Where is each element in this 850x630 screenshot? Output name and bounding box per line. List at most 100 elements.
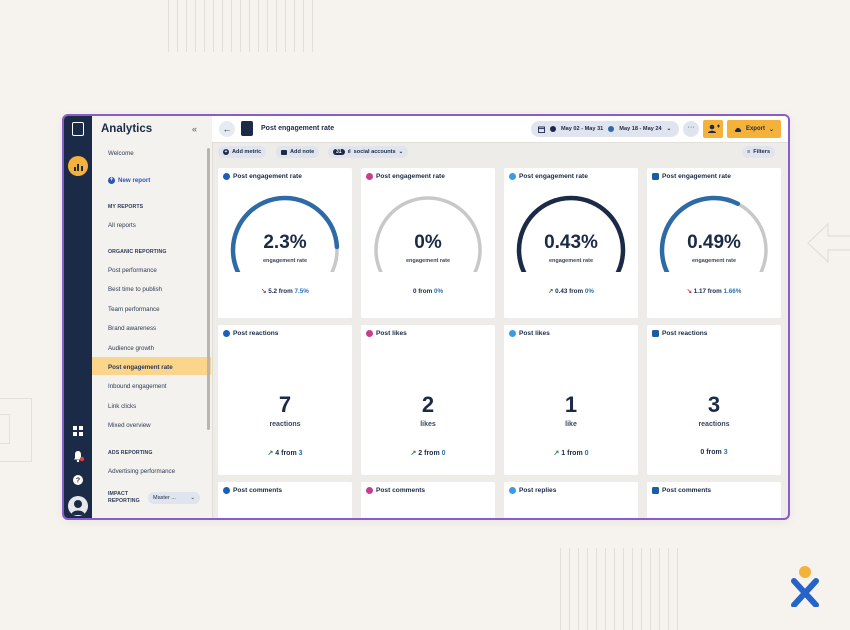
sidebar-item-brand-awareness[interactable]: Brand awareness <box>108 325 157 333</box>
new-report-label: New report <box>118 177 151 184</box>
trend-up-icon: ↗ <box>553 450 560 457</box>
app-logo-icon[interactable] <box>72 122 84 136</box>
comparison-delta: ↘ 1.17 from 1.66% <box>647 288 781 295</box>
metric-count-card[interactable]: Post reactions 7 reactions ↗ 4 from 3 <box>218 325 352 475</box>
comments-card[interactable]: Post comments <box>647 482 781 518</box>
delta-reference: 1.66% <box>723 288 742 295</box>
delta-from: from <box>707 288 722 295</box>
card-title: Post engagement rate <box>652 173 731 180</box>
metric-count-card[interactable]: Post likes 2 likes ↗ 2 from 0 <box>361 325 495 475</box>
add-note-label: Add note <box>290 149 315 155</box>
sidebar-item-audience-growth[interactable]: Audience growth <box>108 344 155 352</box>
comments-card[interactable]: Post comments <box>218 482 352 518</box>
report-grid: Post engagement rate 2.3% engagement rate ↘… <box>218 168 784 518</box>
card-title-text: Post replies <box>519 487 557 494</box>
chevron-down-icon: ⌄ <box>666 126 672 132</box>
engagement-rate-card[interactable]: Post engagement rate 0.49% engagement rate… <box>647 168 781 318</box>
trend-up-icon: ↗ <box>267 450 274 457</box>
share-button[interactable] <box>703 120 723 138</box>
section-heading-my-reports: MY REPORTS <box>108 204 144 210</box>
help-icon[interactable]: ? <box>71 473 85 487</box>
date-range-picker[interactable]: May 02 - May 31 May 18 - May 24 ⌄ <box>531 121 679 137</box>
delta-reference: 0 <box>441 450 446 457</box>
sidebar: Analytics « Welcome + New report MY REPO… <box>92 116 213 518</box>
linkedin-icon <box>652 487 659 494</box>
sidebar-scrollbar[interactable] <box>207 148 210 430</box>
card-title-text: Post engagement rate <box>662 173 731 180</box>
sidebar-item-post-performance[interactable]: Post performance <box>108 267 157 274</box>
sidebar-item-best-time-to-publish[interactable]: Best time to publish <box>108 286 162 294</box>
facebook-icon <box>223 173 230 180</box>
card-title: Post comments <box>366 487 425 494</box>
comments-card[interactable]: Post comments <box>361 482 495 518</box>
metric-count-card[interactable]: Post reactions 3 reactions 0 from 3 <box>647 325 781 475</box>
linkedin-icon <box>652 173 659 180</box>
engagement-gauge <box>659 195 769 272</box>
delta-from: from <box>424 450 440 457</box>
gauge-fill <box>659 195 769 272</box>
filters-button[interactable]: ≡ Filters <box>742 146 776 158</box>
background-outline-shape <box>0 414 10 444</box>
collapse-sidebar-button[interactable]: « <box>192 124 198 134</box>
user-avatar[interactable] <box>68 496 88 516</box>
svg-text:?: ? <box>76 478 80 485</box>
add-metric-label: Add metric <box>232 149 262 155</box>
card-title-text: Post engagement rate <box>519 173 588 180</box>
primary-date-range: May 02 - May 31 <box>561 126 604 132</box>
new-report-button[interactable]: + New report <box>108 177 150 184</box>
sidebar-item-welcome[interactable]: Welcome <box>108 150 134 157</box>
metric-label: reactions <box>269 421 301 428</box>
engagement-rate-card[interactable]: Post engagement rate 0.43% engagement rate… <box>504 168 638 318</box>
engagement-rate-label: engagement rate <box>548 258 593 264</box>
metric-label: likes <box>420 421 436 428</box>
comparison-delta: ↗ 1 from 0 <box>504 449 638 457</box>
report-toolbar: + Add metric Add note 31 ıl social accou… <box>212 142 788 162</box>
sidebar-item-inbound-engagement[interactable]: Inbound engagement <box>108 383 167 391</box>
engagement-rate-value: 2.3% <box>263 232 307 253</box>
nav-rail: ? <box>64 116 92 518</box>
comparison-delta: ↗ 0.43 from 0% <box>504 288 638 295</box>
metric-label: reactions <box>698 421 730 428</box>
card-title-text: Post comments <box>376 487 426 494</box>
apps-grid-icon[interactable] <box>71 424 85 438</box>
card-title-text: Post likes <box>376 330 407 337</box>
sidebar-item-team-performance[interactable]: Team performance <box>108 305 160 313</box>
sidebar-item-link-clicks[interactable]: Link clicks <box>108 402 137 410</box>
sidebar-item-all-reports[interactable]: All reports <box>108 222 136 229</box>
card-title-text: Post reactions <box>233 330 279 337</box>
engagement-gauge <box>516 195 626 272</box>
comments-card[interactable]: Post replies <box>504 482 638 518</box>
back-button[interactable]: ← <box>219 121 235 137</box>
card-title-text: Post likes <box>519 330 550 337</box>
metric-count-card[interactable]: Post likes 1 like ↗ 1 from 0 <box>504 325 638 475</box>
filter-icon: ≡ <box>747 149 751 155</box>
facebook-icon <box>223 487 230 494</box>
metric-value: 2 <box>421 392 435 417</box>
comparison-delta: ↘ 5.2 from 7.5% <box>218 288 352 295</box>
notification-bell-icon[interactable] <box>71 449 85 463</box>
note-icon <box>281 149 287 155</box>
analytics-icon[interactable] <box>68 156 88 176</box>
impact-report-select[interactable]: Master ... ⌄ <box>148 492 200 504</box>
engagement-rate-value: 0.43% <box>544 232 598 253</box>
card-title: Post engagement rate <box>223 173 302 180</box>
background-arrow-icon <box>807 222 850 264</box>
export-button[interactable]: Export ⌄ <box>727 120 781 138</box>
more-options-button[interactable]: ··· <box>683 121 699 137</box>
delta-value: 1.17 <box>693 288 706 295</box>
primary-range-dot <box>550 126 556 132</box>
add-note-button[interactable]: Add note <box>276 146 320 158</box>
add-metric-button[interactable]: + Add metric <box>218 146 267 158</box>
engagement-rate-card[interactable]: Post engagement rate 2.3% engagement rate ↘… <box>218 168 352 318</box>
social-accounts-select[interactable]: 31 ıl social accounts ⌄ <box>328 146 409 158</box>
linkedin-icon <box>652 330 659 337</box>
sidebar-item-post-engagement-rate[interactable]: Post engagement rate <box>108 364 173 371</box>
sidebar-item-advertising-performance[interactable]: Advertising performance <box>108 468 176 475</box>
bar-chart-icon: ıl <box>347 149 351 155</box>
delta-value: 5.2 <box>268 288 277 295</box>
sidebar-item-mixed-overview[interactable]: Mixed overview <box>108 422 151 430</box>
engagement-rate-card[interactable]: Post engagement rate 0% engagement rate 0 f… <box>361 168 495 318</box>
gauge-track <box>374 196 482 272</box>
plus-circle-icon: + <box>223 149 229 155</box>
delta-reference: 0% <box>433 288 444 295</box>
